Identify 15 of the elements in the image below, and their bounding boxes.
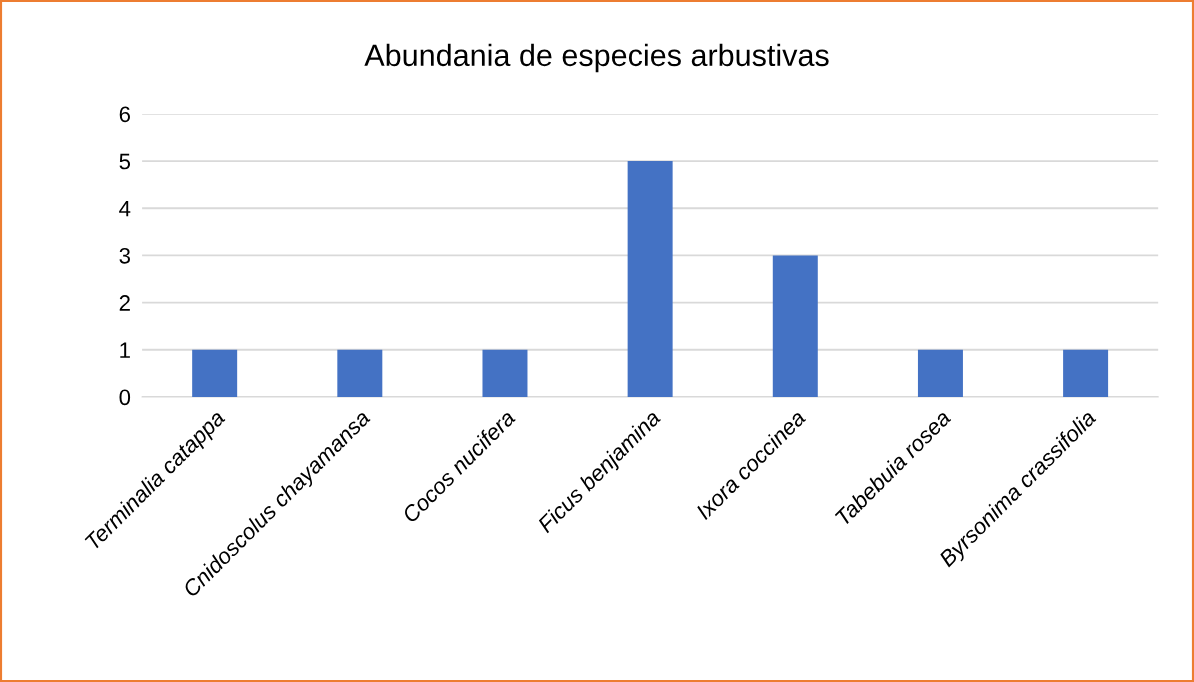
chart-title: Abundania de especies arbustivas	[364, 43, 829, 73]
y-tick-label: 0	[119, 389, 131, 406]
y-tick-label: 5	[119, 153, 131, 170]
bar	[192, 349, 238, 397]
y-tick-label: 4	[119, 201, 131, 217]
bar	[627, 161, 673, 397]
y-tick-label: 2	[119, 295, 130, 311]
y-tick-label: 3	[119, 247, 130, 264]
bar	[482, 349, 528, 397]
bar	[772, 255, 818, 397]
bar	[1063, 349, 1109, 397]
y-tick-label: 6	[119, 106, 130, 123]
bar	[337, 349, 383, 397]
bar	[917, 349, 963, 397]
y-tick-label: 1	[120, 342, 130, 358]
